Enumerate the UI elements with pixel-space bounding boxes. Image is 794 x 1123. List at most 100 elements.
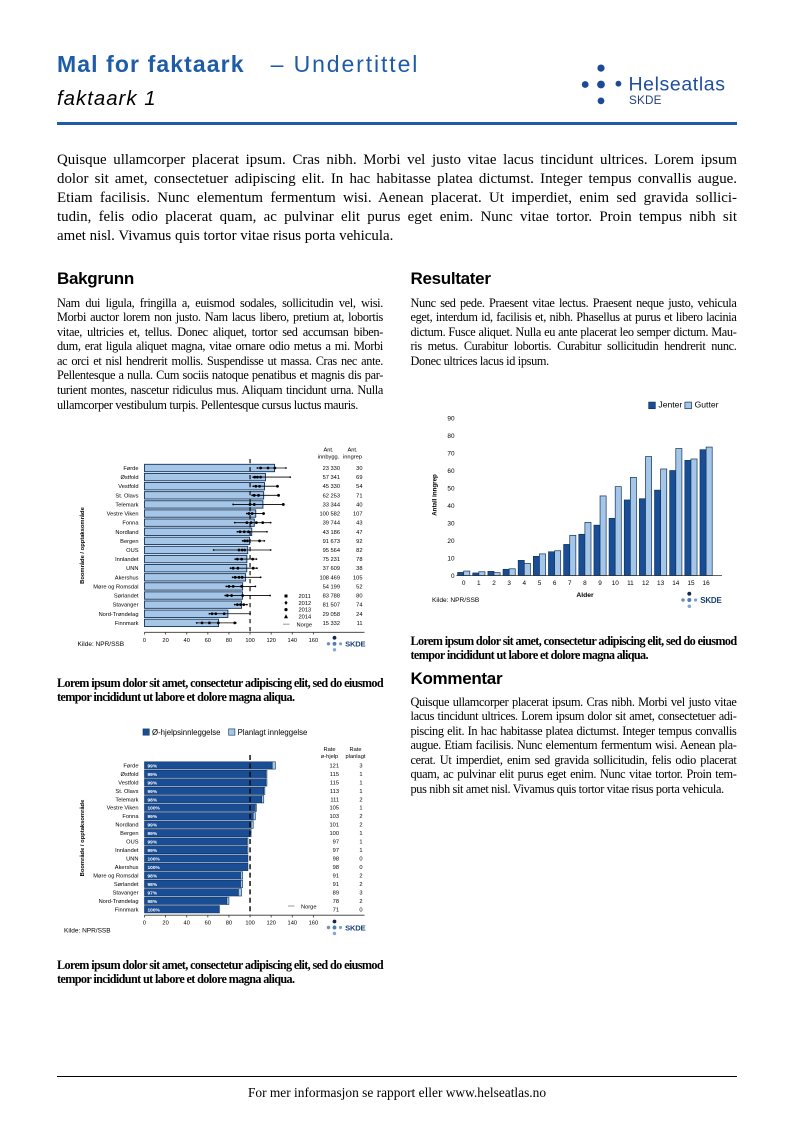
svg-text:100%: 100% bbox=[148, 907, 161, 913]
svg-text:45 330: 45 330 bbox=[323, 484, 340, 490]
svg-text:1: 1 bbox=[359, 772, 362, 778]
svg-text:Norge: Norge bbox=[301, 905, 317, 911]
svg-text:Innlandet: Innlandet bbox=[115, 557, 139, 563]
svg-text:Ant.: Ant. bbox=[323, 448, 334, 454]
svg-text:101: 101 bbox=[330, 823, 340, 829]
svg-text:70: 70 bbox=[447, 450, 455, 457]
svg-text:160: 160 bbox=[309, 638, 319, 644]
svg-text:97: 97 bbox=[333, 848, 339, 854]
svg-text:7: 7 bbox=[568, 580, 572, 587]
svg-text:99%: 99% bbox=[148, 840, 158, 846]
svg-text:Gutter: Gutter bbox=[695, 400, 719, 410]
svg-text:100 582: 100 582 bbox=[319, 512, 340, 518]
svg-text:100: 100 bbox=[245, 921, 255, 927]
svg-text:98: 98 bbox=[333, 865, 339, 871]
svg-text:Kilde: NPR/SSB: Kilde: NPR/SSB bbox=[78, 641, 125, 648]
svg-text:14: 14 bbox=[672, 580, 680, 587]
svg-text:99%: 99% bbox=[148, 763, 158, 769]
svg-text:inngrep: inngrep bbox=[343, 455, 362, 461]
svg-text:ø-hjelp: ø-hjelp bbox=[321, 754, 338, 760]
svg-text:81 507: 81 507 bbox=[323, 603, 340, 609]
svg-text:Møre og Romsdal: Møre og Romsdal bbox=[93, 584, 138, 590]
svg-text:OUS: OUS bbox=[126, 840, 139, 846]
svg-text:3: 3 bbox=[507, 580, 511, 587]
svg-text:Alder: Alder bbox=[576, 592, 594, 599]
svg-text:38: 38 bbox=[356, 566, 362, 572]
svg-text:62 253: 62 253 bbox=[323, 493, 340, 499]
svg-text:37 609: 37 609 bbox=[323, 566, 340, 572]
svg-text:Nord-Trøndelag: Nord-Trøndelag bbox=[99, 899, 139, 905]
svg-text:108 469: 108 469 bbox=[319, 575, 340, 581]
svg-text:16: 16 bbox=[703, 580, 711, 587]
svg-text:80: 80 bbox=[226, 638, 232, 644]
svg-text:98%: 98% bbox=[148, 899, 158, 905]
svg-text:Helseatlas: Helseatlas bbox=[629, 73, 726, 95]
svg-text:Finnmark: Finnmark bbox=[115, 621, 139, 627]
svg-text:innbygg.: innbygg. bbox=[318, 455, 340, 461]
svg-text:11: 11 bbox=[627, 580, 634, 587]
svg-text:71: 71 bbox=[333, 907, 339, 913]
svg-text:1: 1 bbox=[359, 789, 362, 795]
svg-text:13: 13 bbox=[657, 580, 665, 587]
svg-text:0: 0 bbox=[143, 638, 146, 644]
svg-text:0: 0 bbox=[359, 907, 362, 913]
svg-text:1: 1 bbox=[477, 580, 481, 587]
svg-text:83 788: 83 788 bbox=[323, 594, 340, 600]
svg-text:69: 69 bbox=[356, 475, 362, 481]
svg-text:120: 120 bbox=[266, 638, 276, 644]
svg-text:Østfold: Østfold bbox=[120, 772, 138, 778]
svg-text:60: 60 bbox=[205, 638, 211, 644]
svg-text:99%: 99% bbox=[148, 831, 158, 837]
svg-text:107: 107 bbox=[353, 512, 363, 518]
svg-text:Stavanger: Stavanger bbox=[113, 603, 139, 609]
svg-text:10: 10 bbox=[447, 555, 455, 562]
svg-text:Innlandet: Innlandet bbox=[115, 848, 139, 854]
svg-text:Bergen: Bergen bbox=[120, 831, 138, 837]
svg-text:SKDE: SKDE bbox=[629, 94, 662, 107]
svg-text:Telemark: Telemark bbox=[115, 797, 138, 803]
svg-text:0: 0 bbox=[143, 921, 146, 927]
svg-text:Førde: Førde bbox=[123, 763, 138, 769]
svg-text:47: 47 bbox=[356, 530, 362, 536]
svg-text:4: 4 bbox=[523, 580, 527, 587]
svg-text:Førde: Førde bbox=[123, 466, 138, 472]
svg-text:2014: 2014 bbox=[299, 614, 312, 620]
svg-text:97%: 97% bbox=[148, 890, 158, 896]
svg-text:2: 2 bbox=[359, 814, 362, 820]
svg-text:39 744: 39 744 bbox=[323, 521, 340, 527]
svg-text:43 186: 43 186 bbox=[323, 530, 340, 536]
svg-text:80: 80 bbox=[356, 594, 362, 600]
svg-text:Norge: Norge bbox=[297, 622, 313, 628]
svg-text:40: 40 bbox=[356, 502, 362, 508]
svg-text:52: 52 bbox=[356, 584, 362, 590]
svg-text:89: 89 bbox=[333, 890, 339, 896]
svg-text:St. Olavs: St. Olavs bbox=[115, 789, 138, 795]
svg-text:Vestre Viken: Vestre Viken bbox=[107, 806, 139, 812]
svg-text:140: 140 bbox=[288, 921, 298, 927]
svg-text:3: 3 bbox=[359, 890, 362, 896]
svg-text:113: 113 bbox=[330, 789, 339, 795]
svg-text:105: 105 bbox=[330, 806, 340, 812]
svg-text:20: 20 bbox=[162, 638, 168, 644]
svg-text:100%: 100% bbox=[148, 865, 161, 871]
svg-text:15: 15 bbox=[687, 580, 695, 587]
svg-text:0: 0 bbox=[451, 573, 455, 580]
svg-text:Kilde: NPR/SSB: Kilde: NPR/SSB bbox=[432, 597, 480, 604]
svg-text:0: 0 bbox=[462, 580, 466, 587]
svg-text:Kilde: NPR/SSB: Kilde: NPR/SSB bbox=[64, 927, 111, 934]
svg-text:1: 1 bbox=[359, 848, 362, 854]
svg-text:105: 105 bbox=[353, 575, 363, 581]
svg-text:99%: 99% bbox=[148, 848, 158, 854]
svg-text:99%: 99% bbox=[148, 789, 158, 795]
svg-text:57 341: 57 341 bbox=[323, 475, 340, 481]
svg-text:75 231: 75 231 bbox=[323, 557, 340, 563]
svg-text:9: 9 bbox=[598, 580, 602, 587]
svg-text:80: 80 bbox=[447, 433, 455, 440]
svg-text:78: 78 bbox=[356, 557, 362, 563]
svg-text:78: 78 bbox=[333, 899, 339, 905]
svg-text:74: 74 bbox=[356, 603, 362, 609]
svg-text:111: 111 bbox=[330, 797, 339, 803]
svg-text:20: 20 bbox=[162, 921, 168, 927]
svg-text:Finnmark: Finnmark bbox=[115, 907, 139, 913]
svg-text:90: 90 bbox=[447, 415, 455, 422]
